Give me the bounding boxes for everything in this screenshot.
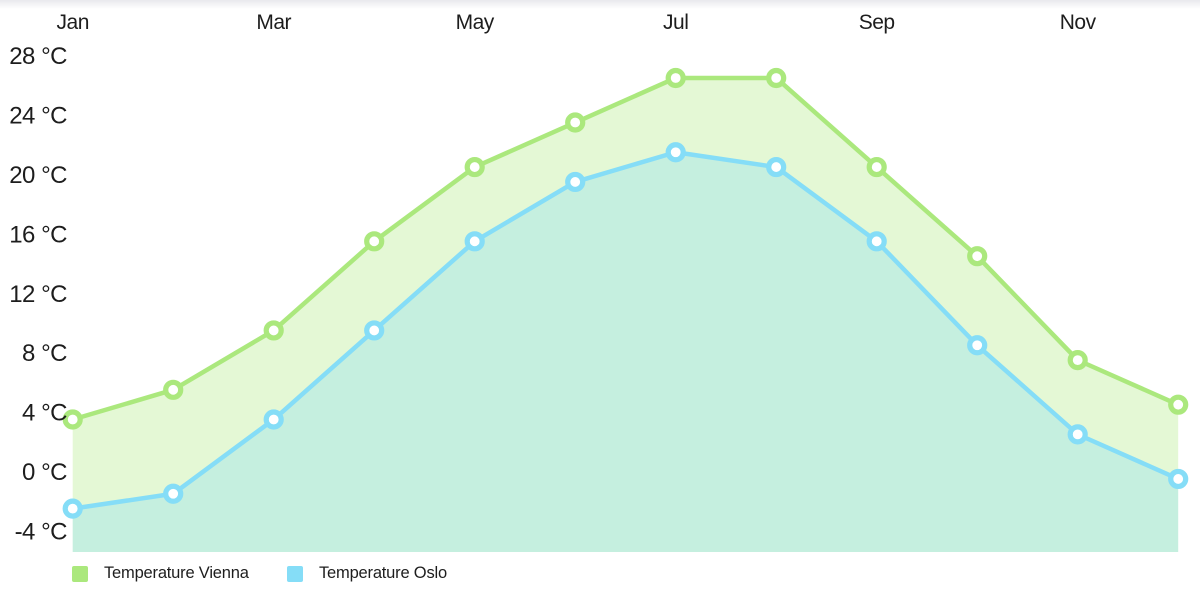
- area-fill-oslo: [72, 152, 1179, 552]
- data-point-oslo-jun[interactable]: [565, 171, 586, 193]
- data-point-oslo-oct[interactable]: [967, 335, 988, 356]
- vienna-color-swatch: [72, 565, 88, 582]
- data-point-vienna-jun[interactable]: [565, 112, 586, 133]
- data-point-oslo-nov[interactable]: [1067, 424, 1088, 445]
- y-axis-label-12: 12 °C: [9, 281, 67, 308]
- area-fill-vienna: [72, 77, 1179, 552]
- data-point-vienna-jan[interactable]: [62, 409, 83, 430]
- y-axis-label-8: 8 °C: [22, 340, 67, 367]
- data-point-vienna-jul[interactable]: [665, 67, 686, 89]
- data-point-oslo-feb[interactable]: [163, 483, 184, 504]
- data-point-vienna-feb[interactable]: [163, 379, 184, 400]
- y-axis-labels: 28 °C 24 °C 20 °C 16 °C 12 °C 8 °C 4 °C 0 °C -4 …: [9, 43, 67, 545]
- legend-label-oslo: Temperature Oslo: [319, 564, 447, 582]
- data-point-vienna-sep[interactable]: [866, 156, 887, 178]
- area-fills-layer: [72, 77, 1179, 552]
- y-axis-label-20: 20 °C: [9, 162, 67, 189]
- data-point-vienna-nov[interactable]: [1067, 350, 1088, 371]
- legend-item-oslo[interactable]: Temperature Oslo: [287, 564, 447, 583]
- line-oslo: [70, 149, 1181, 511]
- x-axis-label-jan: Jan: [57, 11, 89, 34]
- data-point-oslo-may[interactable]: [464, 231, 485, 252]
- data-point-vienna-mar[interactable]: [263, 320, 284, 341]
- x-axis-label-nov: Nov: [1060, 11, 1097, 34]
- x-axis-label-sep: Sep: [859, 11, 895, 34]
- data-point-oslo-dec[interactable]: [1168, 468, 1189, 490]
- oslo-color-swatch: [287, 565, 303, 582]
- data-point-oslo-sep[interactable]: [866, 231, 887, 252]
- y-axis-label-4: 4 °C: [22, 400, 67, 427]
- y-axis-label-16: 16 °C: [9, 221, 67, 248]
- data-point-vienna-dec[interactable]: [1168, 394, 1189, 415]
- y-axis-label-24: 24 °C: [9, 103, 67, 130]
- data-point-oslo-apr[interactable]: [364, 320, 385, 341]
- y-axis-label--4: -4 °C: [15, 518, 68, 545]
- data-point-vienna-apr[interactable]: [364, 231, 385, 252]
- line-vienna: [70, 75, 1181, 422]
- data-point-vienna-may[interactable]: [464, 156, 485, 178]
- data-point-oslo-jan[interactable]: [62, 498, 83, 519]
- legend-label-vienna: Temperature Vienna: [104, 564, 249, 582]
- y-axis-label-28: 28 °C: [9, 43, 67, 70]
- data-point-vienna-aug[interactable]: [766, 67, 787, 89]
- chart-legend: Temperature Vienna Temperature Oslo: [0, 564, 1200, 588]
- data-point-oslo-jul[interactable]: [665, 142, 686, 163]
- x-axis-label-jul: Jul: [663, 11, 688, 34]
- data-point-vienna-oct[interactable]: [967, 246, 988, 267]
- x-axis-label-mar: Mar: [256, 11, 291, 34]
- x-axis-labels: Jan Mar May Jul Sep Nov: [57, 11, 1098, 34]
- data-point-oslo-aug[interactable]: [766, 156, 787, 178]
- temperature-area-chart: Jan Mar May Jul Sep Nov 28 °C 24 °C 20 °C 16 °C 1…: [9, 11, 1189, 552]
- data-point-oslo-mar[interactable]: [263, 409, 284, 430]
- x-axis-label-may: May: [456, 11, 495, 34]
- y-axis-label-0: 0 °C: [22, 459, 67, 486]
- series-layer: [62, 67, 1189, 519]
- legend-item-vienna[interactable]: Temperature Vienna: [72, 564, 249, 583]
